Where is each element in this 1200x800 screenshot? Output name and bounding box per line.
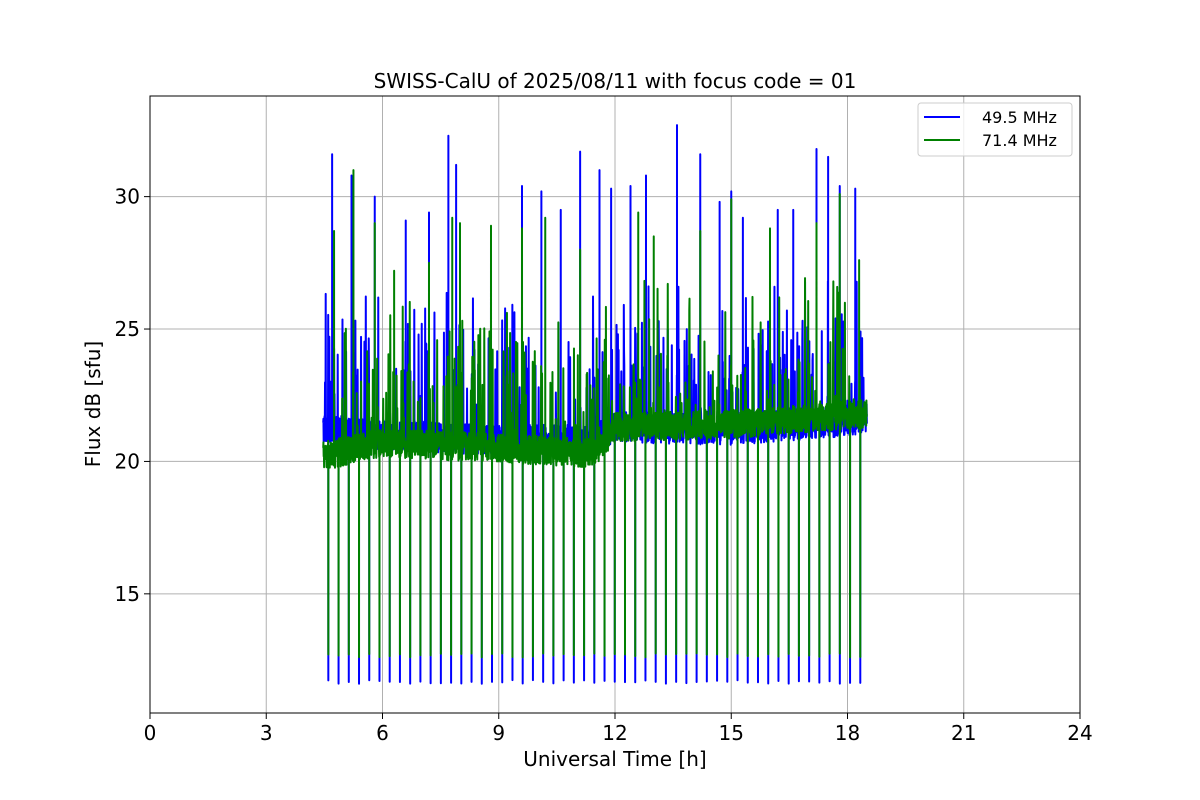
x-axis: 0 3 6 9 12 15 18 21 24	[144, 713, 1093, 745]
series-line-71-4	[322, 169, 868, 659]
y-axis: 15 20 25 30	[115, 185, 150, 606]
x-tick-label: 18	[835, 721, 860, 745]
x-tick-label: 9	[492, 721, 505, 745]
chart-title: SWISS-CalU of 2025/08/11 with focus code…	[374, 69, 857, 93]
x-tick-label: 6	[376, 721, 389, 745]
y-axis-label: Flux dB [sfu]	[81, 341, 105, 467]
y-tick-label: 25	[115, 317, 140, 341]
x-tick-label: 0	[144, 721, 157, 745]
x-tick-label: 15	[719, 721, 744, 745]
x-axis-label: Universal Time [h]	[523, 747, 706, 771]
x-tick-label: 12	[602, 721, 627, 745]
x-tick-label: 21	[951, 721, 976, 745]
y-tick-label: 20	[115, 449, 140, 473]
legend-label-71-4: 71.4 MHz	[982, 131, 1057, 150]
x-tick-label: 24	[1067, 721, 1092, 745]
y-tick-label: 15	[115, 582, 140, 606]
legend-label-49-5: 49.5 MHz	[982, 108, 1057, 127]
legend: 49.5 MHz 71.4 MHz	[917, 102, 1073, 157]
x-tick-label: 3	[260, 721, 273, 745]
series-layer	[322, 124, 868, 685]
y-tick-label: 30	[115, 185, 140, 209]
